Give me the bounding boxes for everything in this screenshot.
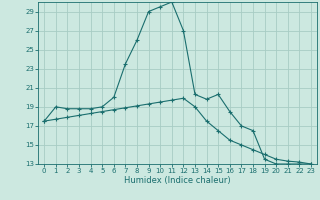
X-axis label: Humidex (Indice chaleur): Humidex (Indice chaleur) [124,176,231,185]
